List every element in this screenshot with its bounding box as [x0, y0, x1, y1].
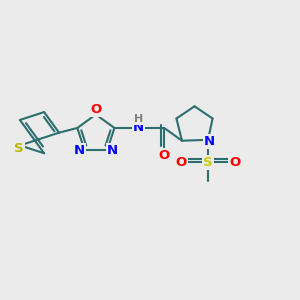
Text: N: N — [74, 144, 85, 157]
Text: N: N — [204, 135, 215, 148]
Text: O: O — [90, 103, 101, 116]
Text: H: H — [134, 114, 143, 124]
Text: S: S — [14, 142, 24, 155]
Text: N: N — [133, 121, 144, 134]
Text: S: S — [203, 156, 213, 169]
Text: O: O — [176, 156, 187, 169]
Text: N: N — [107, 144, 118, 157]
Text: O: O — [159, 149, 170, 162]
Text: O: O — [229, 156, 241, 169]
